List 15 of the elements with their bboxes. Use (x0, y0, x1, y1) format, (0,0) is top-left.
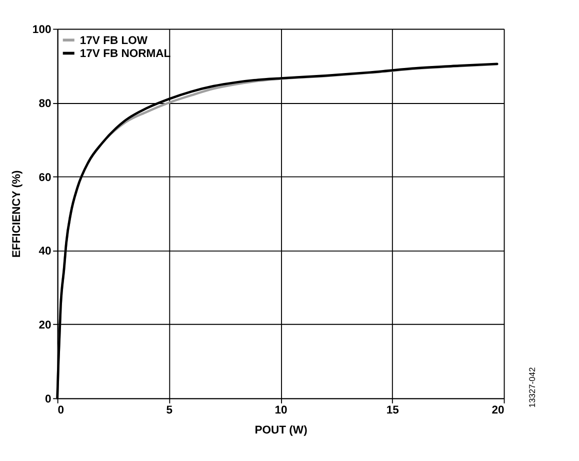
y-tick-label: 80 (38, 98, 52, 110)
legend-label: 17V FB LOW (80, 34, 148, 47)
x-axis-title: POUT (W) (254, 424, 308, 436)
x-tick-label: 0 (58, 404, 64, 417)
x-tick-label: 20 (492, 404, 504, 417)
y-tick-label: 60 (38, 172, 52, 184)
x-tick-label: 15 (386, 404, 399, 417)
y-tick-label: 20 (38, 320, 52, 332)
y-axis-title: EFFICIENCY (%) (11, 170, 24, 258)
y-tick-label: 40 (38, 246, 52, 258)
text: 13327-042 (526, 366, 537, 408)
y-tick-label: 0 (44, 393, 52, 406)
x-tick-label: 5 (166, 404, 173, 417)
x-tick-label: 10 (274, 404, 288, 417)
y-tick-label: 100 (32, 24, 52, 36)
